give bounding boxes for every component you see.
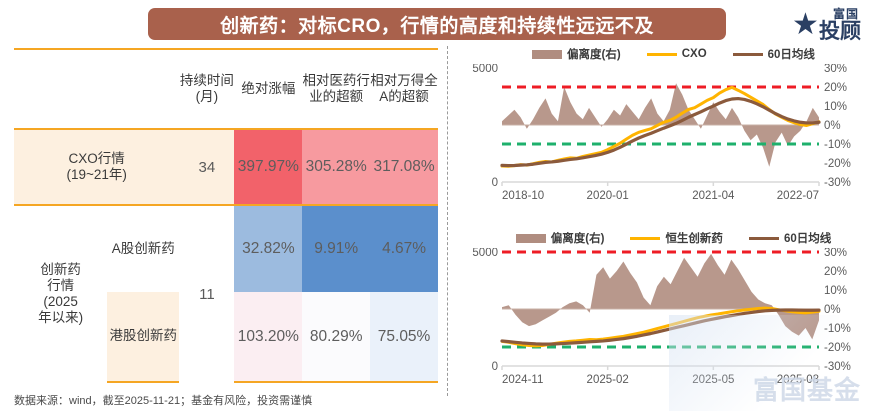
logo-text-top: 富国 xyxy=(833,7,860,21)
row-label-cxo-line1: CXO行情 xyxy=(68,150,125,166)
chart-1-x-tick-label: 2025-05 xyxy=(692,374,734,386)
table-header-vs-wind-a: 相对万得全A的超额 xyxy=(370,48,438,130)
cell-innovation-duration: 11 xyxy=(179,205,235,382)
data-source-footnote: 数据来源：wind，截至2025-11-21；基金有风险，投资需谨慎 xyxy=(14,395,313,407)
table-header-duration: 持续时间(月) xyxy=(179,48,235,130)
chart-1-y-right-tick: 10% xyxy=(824,285,847,297)
chart-0-x-tick-label: 2020-01 xyxy=(587,190,629,202)
chart-0-y-right-tick: 30% xyxy=(824,64,847,75)
row-label-cxo: CXO行情 (19~21年) xyxy=(14,129,180,206)
table-row: CXO行情 (19~21年) 34 397.97% 305.28% 317.08… xyxy=(14,129,438,206)
cell-hk-absolute: 103.20% xyxy=(234,292,303,383)
row-label-innov-line1: 创新药 xyxy=(40,261,81,277)
row-label-innov-line4: 年以来) xyxy=(38,310,84,326)
chart-0-y-right-tick: -20% xyxy=(824,158,851,170)
chart-0-y-right-tick: 10% xyxy=(824,101,847,113)
chart-1-x-tick-label: 2024-11 xyxy=(502,374,543,386)
chart-innovation-legend: 偏离度(右) 恒生创新药 60日均线 xyxy=(456,228,861,248)
row-label-cxo-line2: (19~21年) xyxy=(66,167,127,182)
table-header-blank xyxy=(14,48,180,130)
legend-label-index: CXO xyxy=(681,48,707,60)
legend-item-deviation-2: 偏离度(右) xyxy=(515,230,605,246)
chart-cxo-svg: 30% 20% 10% 0% -10% -20% -30% 5000 0 2018-10 2020-… xyxy=(472,64,851,202)
chart-1-y-left-tick-min: 0 xyxy=(492,361,498,373)
star-icon: ★ xyxy=(792,8,819,41)
legend-label-ma60-2: 60日均线 xyxy=(783,233,832,245)
cell-a-share-vs-pharma: 9.91% xyxy=(302,205,371,292)
legend-label-ma60: 60日均线 xyxy=(767,49,815,61)
chart-0-ma60-line xyxy=(500,96,821,168)
chart-cxo-legend: 偏离度(右) CXO 60日均线 xyxy=(456,44,861,64)
chart-1-deviation-area xyxy=(502,253,819,340)
chart-1-ma60-line xyxy=(500,308,821,346)
brand-logo: ★ 富国 投顾 xyxy=(741,4,861,46)
comparison-table-container: 持续时间(月) 绝对涨幅 相对医药行业的超额 相对万得全A的超额 CXO行情 (… xyxy=(14,48,438,383)
legend-ma-swatch-icon xyxy=(732,52,763,56)
chart-0-x-tick-label: 2018-10 xyxy=(502,190,544,202)
chart-0-y-right-tick: 0% xyxy=(824,120,841,132)
cell-cxo-vs-wind-a: 317.08% xyxy=(370,129,438,206)
vertical-divider xyxy=(447,46,448,396)
legend-item-index: CXO xyxy=(646,48,707,60)
legend-item-index-2: 恒生创新药 xyxy=(630,230,723,246)
legend-label-index-2: 恒生创新药 xyxy=(665,233,723,245)
table-header-row: 持续时间(月) 绝对涨幅 相对医药行业的超额 相对万得全A的超额 xyxy=(14,48,438,130)
chart-innovation-svg: 30% 20% 10% 0% -10% -20% -30% 5000 0 2024-11 2025-… xyxy=(472,248,851,386)
legend-line-swatch-icon xyxy=(646,52,677,56)
chart-1-x-tick-label: 2025-08 xyxy=(777,374,819,386)
chart-innovation-plot: 30% 20% 10% 0% -10% -20% -30% 5000 0 2024-11 2025-… xyxy=(456,248,861,396)
chart-0-x-tick-label: 2022-07 xyxy=(777,190,819,202)
chart-0-y-left-tick-max: 5000 xyxy=(472,64,498,75)
legend-ma-swatch-icon xyxy=(748,236,779,240)
chart-1-y-left-tick-max: 5000 xyxy=(472,248,498,259)
sub-label-hk-share: 港股创新药 xyxy=(107,292,180,383)
chart-1-y-right-tick: -30% xyxy=(824,361,851,373)
chart-1-y-right-tick: 20% xyxy=(824,266,847,278)
logo-wordmark: 富国 投顾 xyxy=(819,8,861,42)
chart-cxo: 偏离度(右) CXO 60日均线 30% 20% 10% 0% -10% -20% -30%… xyxy=(456,44,861,214)
table-header-vs-pharma: 相对医药行业的超额 xyxy=(302,48,371,130)
page-title-banner: 创新药：对标CRO，行情的高度和持续性远远不及 xyxy=(148,8,726,40)
legend-line-swatch-icon xyxy=(630,236,661,240)
chart-1-y-right-tick: -20% xyxy=(824,342,851,354)
sub-label-a-share: A股创新药 xyxy=(107,205,180,292)
chart-0-y-right-tick: -30% xyxy=(824,177,851,189)
cell-hk-vs-pharma: 80.29% xyxy=(302,292,371,383)
cell-cxo-vs-pharma: 305.28% xyxy=(302,129,371,206)
chart-1-y-right-tick: 30% xyxy=(824,248,847,259)
cell-a-share-vs-wind-a: 4.67% xyxy=(370,205,438,292)
chart-cxo-plot: 30% 20% 10% 0% -10% -20% -30% 5000 0 2018-10 2020-… xyxy=(456,64,861,212)
legend-bar-swatch-icon xyxy=(532,49,563,59)
legend-item-deviation: 偏离度(右) xyxy=(532,46,621,62)
row-label-innov-line2: 行情 xyxy=(47,277,75,293)
row-label-innovation-drug: 创新药 行情 (2025 年以来) xyxy=(14,205,108,382)
legend-item-ma60-2: 60日均线 xyxy=(748,230,832,246)
chart-0-x-tick-label: 2021-04 xyxy=(692,190,735,202)
chart-1-y-right-tick: 0% xyxy=(824,304,841,316)
chart-1-y-right-tick: -10% xyxy=(824,323,851,335)
logo-text-bottom: 投顾 xyxy=(819,20,861,43)
cell-hk-vs-wind-a: 75.05% xyxy=(370,292,438,383)
chart-0-y-right-tick: 20% xyxy=(824,82,847,94)
chart-0-y-right-tick: -10% xyxy=(824,139,851,151)
legend-bar-swatch-icon xyxy=(515,233,546,243)
comparison-table: 持续时间(月) 绝对涨幅 相对医药行业的超额 相对万得全A的超额 CXO行情 (… xyxy=(14,48,438,383)
legend-label-deviation: 偏离度(右) xyxy=(567,49,621,61)
chart-innovation-drug: 偏离度(右) 恒生创新药 60日均线 30% 20% 10% 0% -10% -20% -3… xyxy=(456,228,861,398)
cell-cxo-absolute: 397.97% xyxy=(234,129,303,206)
cell-a-share-absolute: 32.82% xyxy=(234,205,303,292)
page-title: 创新药：对标CRO，行情的高度和持续性远远不及 xyxy=(220,15,654,37)
row-label-innov-line3: (2025 xyxy=(43,294,78,309)
chart-1-x-tick-label: 2025-02 xyxy=(587,374,629,386)
legend-item-ma60: 60日均线 xyxy=(732,46,815,62)
table-row: 港股创新药 103.20% 80.29% 75.05% xyxy=(14,292,438,383)
legend-label-deviation-2: 偏离度(右) xyxy=(550,233,605,245)
cell-cxo-duration: 34 xyxy=(179,129,235,206)
chart-0-y-left-tick-min: 0 xyxy=(492,177,498,189)
table-row: 创新药 行情 (2025 年以来) A股创新药 11 32.82% 9.91% … xyxy=(14,205,438,382)
table-header-absolute: 绝对涨幅 xyxy=(234,48,303,130)
